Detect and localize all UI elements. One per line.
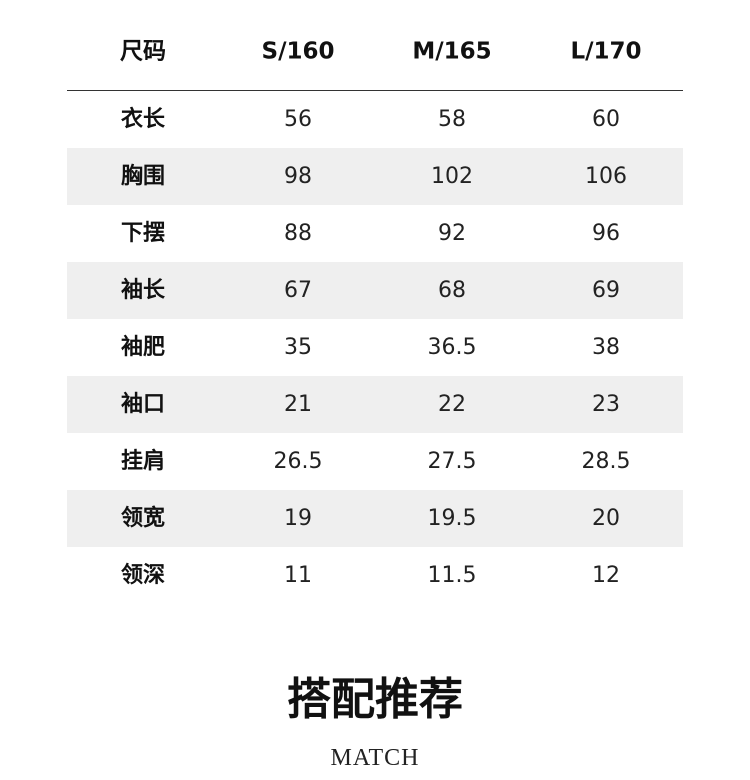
table-cell: 20 xyxy=(592,506,620,531)
row-stripe xyxy=(67,262,683,319)
row-label: 下摆 xyxy=(120,221,165,246)
header-cell: 尺码 xyxy=(120,38,166,65)
table-cell: 68 xyxy=(438,278,466,303)
row-label: 挂肩 xyxy=(120,449,165,474)
row-label: 领深 xyxy=(120,563,165,588)
row-label: 衣长 xyxy=(120,107,165,132)
table-cell: 60 xyxy=(592,107,620,132)
table-cell: 21 xyxy=(284,392,312,417)
table-cell: 96 xyxy=(592,221,620,246)
table-cell: 106 xyxy=(585,164,627,189)
row-stripe xyxy=(67,490,683,547)
table-cell: 98 xyxy=(284,164,312,189)
header-rule xyxy=(67,90,683,91)
table-cell: 11 xyxy=(284,563,312,588)
table-cell: 92 xyxy=(438,221,466,246)
section-title: 搭配推荐 xyxy=(287,674,463,725)
table-cell: 56 xyxy=(284,107,312,132)
row-label: 袖肥 xyxy=(120,335,165,360)
row-label: 袖长 xyxy=(120,278,165,303)
row-label: 胸围 xyxy=(120,164,165,189)
row-label: 领宽 xyxy=(120,506,165,531)
row-stripe xyxy=(67,148,683,205)
header-cell: S/160 xyxy=(261,38,335,65)
table-cell: 26.5 xyxy=(273,449,323,474)
table-cell: 35 xyxy=(284,335,312,360)
section-subtitle: MATCH xyxy=(330,745,420,771)
table-cell: 67 xyxy=(284,278,312,303)
table-cell: 23 xyxy=(592,392,620,417)
table-cell: 19.5 xyxy=(427,506,477,531)
table-cell: 11.5 xyxy=(427,563,477,588)
header-cell: M/165 xyxy=(412,38,492,65)
row-stripe xyxy=(67,376,683,433)
table-cell: 38 xyxy=(592,335,620,360)
row-label: 袖口 xyxy=(120,392,165,417)
table-cell: 19 xyxy=(284,506,312,531)
table-cell: 69 xyxy=(592,278,620,303)
table-cell: 28.5 xyxy=(581,449,631,474)
table-cell: 27.5 xyxy=(427,449,477,474)
table-cell: 22 xyxy=(438,392,466,417)
table-cell: 102 xyxy=(431,164,473,189)
header-cell: L/170 xyxy=(570,38,642,65)
table-cell: 12 xyxy=(592,563,620,588)
table-cell: 58 xyxy=(438,107,466,132)
table-cell: 88 xyxy=(284,221,312,246)
table-cell: 36.5 xyxy=(427,335,477,360)
